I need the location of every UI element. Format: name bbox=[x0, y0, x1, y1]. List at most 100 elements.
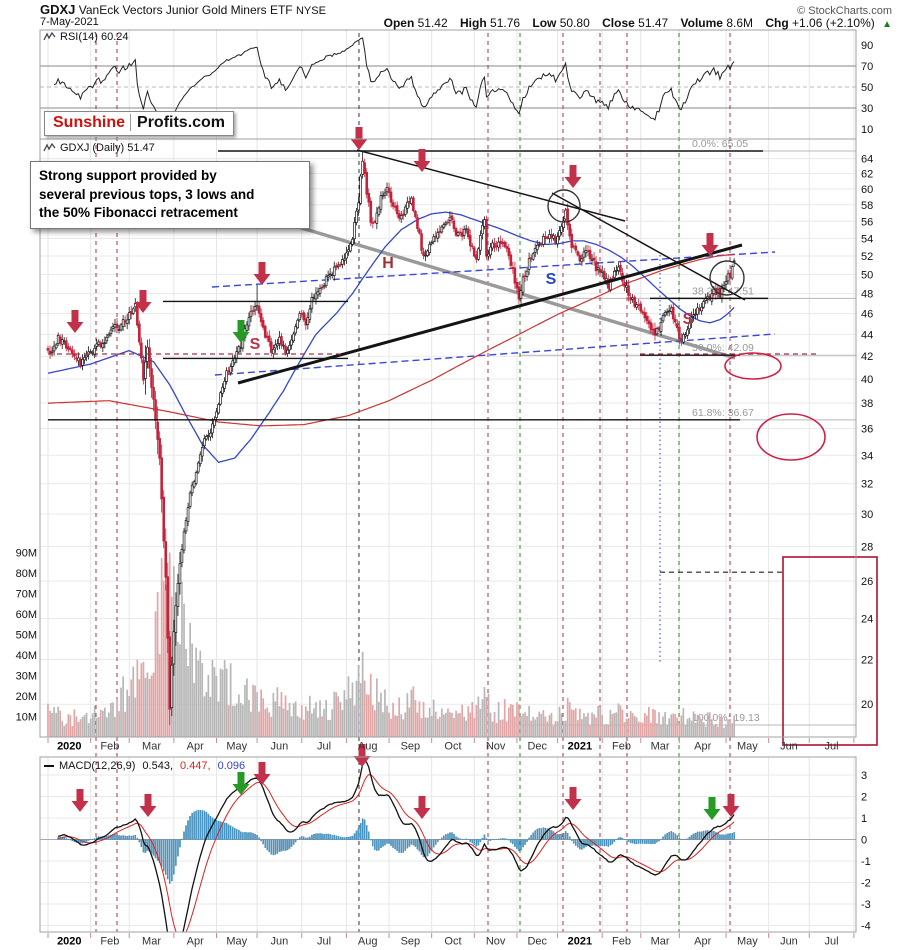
ticker-symbol: GDXJ bbox=[40, 2, 76, 17]
svg-text:70: 70 bbox=[861, 61, 873, 73]
svg-text:90: 90 bbox=[861, 40, 873, 52]
svg-text:60: 60 bbox=[861, 184, 873, 196]
svg-text:40M: 40M bbox=[16, 650, 37, 662]
svg-text:Jul: Jul bbox=[825, 936, 839, 948]
svg-text:Feb: Feb bbox=[612, 741, 631, 753]
svg-text:-2: -2 bbox=[861, 878, 871, 890]
svg-text:-4: -4 bbox=[861, 921, 871, 933]
svg-text:58: 58 bbox=[861, 200, 873, 212]
price-label-text: GDXJ (Daily) 51.47 bbox=[60, 142, 155, 154]
svg-text:Apr: Apr bbox=[694, 936, 711, 948]
quote-field-high: High 51.76 bbox=[460, 16, 521, 30]
svg-text:26: 26 bbox=[861, 576, 873, 588]
change-up-icon: ▲ bbox=[882, 19, 892, 30]
svg-text:May: May bbox=[226, 936, 247, 948]
quote-field-low: Low 50.80 bbox=[532, 16, 590, 30]
exchange-name: NYSE bbox=[295, 5, 326, 17]
svg-text:Nov: Nov bbox=[486, 936, 506, 948]
price-series-label: GDXJ (Daily) 51.47 bbox=[43, 142, 155, 154]
svg-text:2: 2 bbox=[861, 792, 867, 804]
svg-text:Sep: Sep bbox=[401, 936, 421, 948]
svg-text:Mar: Mar bbox=[651, 936, 670, 948]
svg-text:May: May bbox=[226, 741, 247, 753]
svg-text:Feb: Feb bbox=[100, 741, 119, 753]
svg-text:Mar: Mar bbox=[142, 741, 161, 753]
svg-text:Aug: Aug bbox=[358, 936, 378, 948]
svg-text:Jun: Jun bbox=[780, 741, 798, 753]
volume-series bbox=[47, 552, 735, 737]
svg-text:Apr: Apr bbox=[187, 741, 204, 753]
macd-value: 0.543, bbox=[142, 760, 174, 772]
svg-text:-1: -1 bbox=[861, 856, 871, 868]
svg-text:20: 20 bbox=[861, 699, 873, 711]
svg-text:H: H bbox=[382, 255, 394, 272]
svg-text:Apr: Apr bbox=[694, 741, 711, 753]
svg-text:Jun: Jun bbox=[271, 741, 289, 753]
chart-date: 7-May-2021 bbox=[40, 16, 99, 28]
svg-text:44: 44 bbox=[861, 329, 873, 341]
svg-text:20M: 20M bbox=[16, 691, 37, 703]
grid-lines bbox=[40, 30, 856, 932]
svg-text:Oct: Oct bbox=[444, 936, 461, 948]
note-line: Strong support provided by bbox=[39, 168, 217, 183]
svg-text:S: S bbox=[683, 311, 694, 328]
macd-histogram bbox=[57, 809, 735, 884]
svg-text:-3: -3 bbox=[861, 899, 871, 911]
svg-text:Mar: Mar bbox=[142, 936, 161, 948]
svg-text:Aug: Aug bbox=[358, 741, 378, 753]
svg-text:Apr: Apr bbox=[187, 936, 204, 948]
svg-text:46: 46 bbox=[861, 309, 873, 321]
svg-text:Mar: Mar bbox=[651, 741, 670, 753]
svg-text:52: 52 bbox=[861, 251, 873, 263]
svg-text:0.0%: 65.05: 0.0%: 65.05 bbox=[692, 138, 748, 150]
macd-label-text: MACD(12,26,9) bbox=[59, 760, 136, 772]
svg-text:30: 30 bbox=[861, 509, 873, 521]
svg-text:30M: 30M bbox=[16, 671, 37, 683]
svg-text:May: May bbox=[737, 741, 758, 753]
svg-text:May: May bbox=[737, 936, 758, 948]
svg-text:28: 28 bbox=[861, 541, 873, 553]
svg-text:Nov: Nov bbox=[486, 741, 506, 753]
logo-part-profits: Profits.com bbox=[130, 114, 226, 131]
stockcharts-credit: © StockCharts.com bbox=[797, 5, 892, 17]
svg-text:56: 56 bbox=[861, 216, 873, 228]
svg-text:Jul: Jul bbox=[317, 936, 331, 948]
svg-text:36: 36 bbox=[861, 424, 873, 436]
svg-text:0: 0 bbox=[861, 835, 867, 847]
date-axes: 2020 Feb Mar Apr May Jun Jul Aug Sep Oct Nov Dec 202… bbox=[47, 738, 855, 948]
signal-arrows bbox=[66, 127, 740, 820]
svg-text:Feb: Feb bbox=[612, 936, 631, 948]
svg-text:40: 40 bbox=[861, 374, 873, 386]
svg-text:48: 48 bbox=[861, 289, 873, 301]
svg-text:Jul: Jul bbox=[317, 741, 331, 753]
indicator-line-icon bbox=[43, 143, 56, 153]
svg-text:34: 34 bbox=[861, 450, 873, 462]
panel-borders bbox=[39, 29, 857, 933]
svg-text:50M: 50M bbox=[16, 630, 37, 642]
svg-text:62: 62 bbox=[861, 169, 873, 181]
macd-lines bbox=[57, 759, 735, 932]
svg-text:Sep: Sep bbox=[401, 741, 421, 753]
svg-text:3: 3 bbox=[861, 770, 867, 782]
quote-field-volume: Volume 8.6M bbox=[680, 16, 753, 30]
svg-text:2020: 2020 bbox=[57, 936, 81, 948]
sunshineprofits-logo: Sunshine Profits.com bbox=[44, 111, 235, 136]
svg-text:22: 22 bbox=[861, 654, 873, 666]
quote-field-close: Close 51.47 bbox=[602, 16, 669, 30]
quote-fields: Open 51.42 High 51.76 Low 50.80 Close 51… bbox=[375, 16, 892, 30]
pattern-letters: H S S S bbox=[250, 255, 694, 353]
chart-title: GDXJ VanEck Vectors Junior Gold Miners E… bbox=[40, 2, 326, 17]
svg-text:Jun: Jun bbox=[271, 936, 289, 948]
quote-field-change: Chg +1.06 (+2.10%) bbox=[765, 16, 875, 30]
svg-text:90M: 90M bbox=[16, 548, 37, 560]
annotation-shapes bbox=[547, 189, 878, 746]
svg-text:2020: 2020 bbox=[57, 741, 81, 753]
macd-signal-value: 0.447, bbox=[180, 760, 211, 772]
background-trendlines bbox=[211, 203, 776, 376]
svg-text:70M: 70M bbox=[16, 589, 37, 601]
indicator-line-icon bbox=[43, 32, 56, 42]
svg-text:50: 50 bbox=[861, 82, 873, 94]
svg-text:10: 10 bbox=[861, 124, 873, 136]
